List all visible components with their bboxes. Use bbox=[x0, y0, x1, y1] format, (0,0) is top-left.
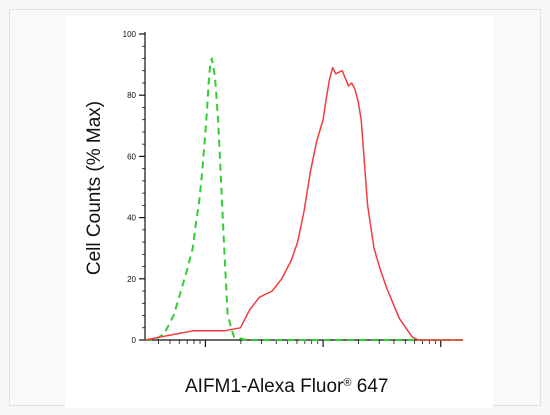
histogram-chart: 0 20 40 60 80 100 Cell Counts (% Max) AIFM1-A… bbox=[84, 30, 463, 397]
x-axis-label-channel: 647 bbox=[351, 376, 388, 397]
chart-series bbox=[144, 57, 463, 341]
series-line-2 bbox=[144, 66, 463, 341]
x-axis-label: AIFM1-Alexa Fluor® 647 bbox=[185, 376, 388, 397]
series-line-1 bbox=[145, 57, 463, 341]
y-tick-label: 100 bbox=[123, 30, 137, 39]
chart-axes bbox=[144, 32, 463, 341]
chart-panel: 0 20 40 60 80 100 Cell Counts (% Max) AIFM1-A… bbox=[65, 16, 493, 408]
x-axis-label-registered-mark: ® bbox=[343, 377, 351, 389]
y-tick-label: 80 bbox=[127, 91, 136, 100]
chart-ticks: 0 20 40 60 80 100 bbox=[123, 30, 442, 347]
y-tick-label: 0 bbox=[132, 336, 137, 345]
x-axis-label-main: AIFM1-Alexa Fluor bbox=[185, 376, 344, 397]
y-tick-label: 60 bbox=[127, 152, 136, 161]
y-axis-label: Cell Counts (% Max) bbox=[84, 101, 105, 275]
y-tick-label: 40 bbox=[127, 214, 136, 223]
y-tick-label: 20 bbox=[127, 275, 136, 284]
